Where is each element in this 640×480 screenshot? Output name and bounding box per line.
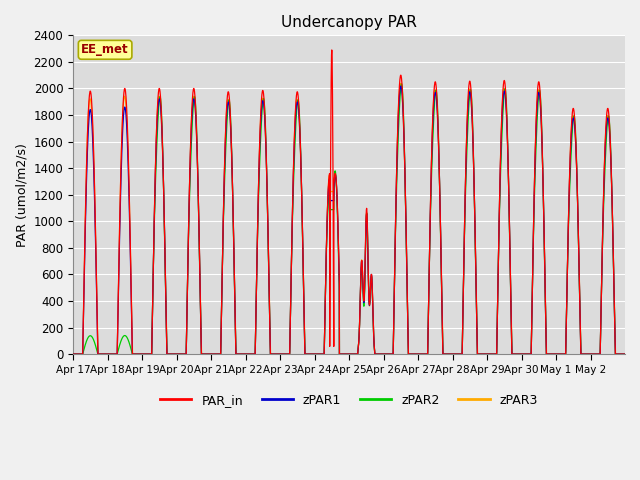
Legend: PAR_in, zPAR1, zPAR2, zPAR3: PAR_in, zPAR1, zPAR2, zPAR3 [155, 389, 543, 412]
Text: EE_met: EE_met [81, 43, 129, 56]
Title: Undercanopy PAR: Undercanopy PAR [281, 15, 417, 30]
Y-axis label: PAR (umol/m2/s): PAR (umol/m2/s) [15, 143, 28, 247]
